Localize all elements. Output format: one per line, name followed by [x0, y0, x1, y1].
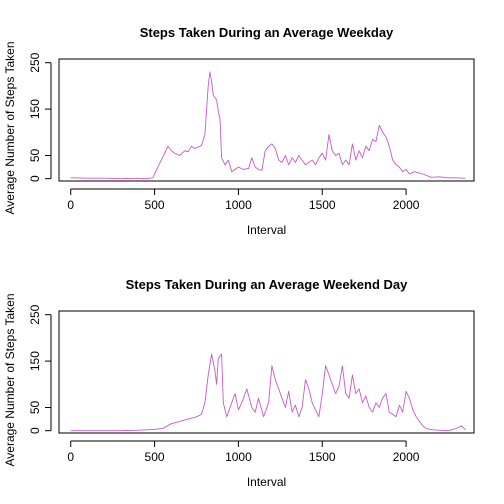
- y-tick-label: 150: [28, 351, 42, 371]
- x-tick-label: 2000: [393, 450, 420, 464]
- y-tick-label: 50: [28, 148, 42, 162]
- series-line: [70, 353, 466, 432]
- x-tick-label: 0: [67, 450, 74, 464]
- y-tick-label: 0: [28, 427, 42, 434]
- y-axis-label: Average Number of Steps Taken: [3, 294, 17, 467]
- x-axis-label: Interval: [247, 223, 286, 237]
- chart-weekend: Steps Taken During an Average Weekend Da…: [3, 277, 475, 489]
- x-tick-label: 500: [145, 198, 165, 212]
- chart-title: Steps Taken During an Average Weekend Da…: [126, 277, 409, 292]
- x-tick-label: 1000: [225, 450, 252, 464]
- chart-weekday: Steps Taken During an Average Weekday 0 50…: [3, 25, 475, 237]
- x-tick-label: 1000: [225, 198, 252, 212]
- x-tick-label: 0: [67, 198, 74, 212]
- x-tick-label: 1500: [309, 198, 336, 212]
- plot-frame: [58, 58, 475, 182]
- y-axis-label: Average Number of Steps Taken: [3, 42, 17, 215]
- plot-frame: [58, 310, 475, 434]
- y-tick-label: 0: [28, 175, 42, 182]
- x-axis-label: Interval: [247, 475, 286, 489]
- y-tick-label: 50: [28, 400, 42, 414]
- x-tick-label: 1500: [309, 450, 336, 464]
- chart-title: Steps Taken During an Average Weekday: [140, 25, 394, 40]
- y-tick-label: 150: [28, 99, 42, 119]
- x-tick-label: 500: [145, 450, 165, 464]
- y-tick-label: 250: [28, 304, 42, 324]
- y-tick-label: 250: [28, 52, 42, 72]
- x-tick-label: 2000: [393, 198, 420, 212]
- series-line: [70, 71, 466, 180]
